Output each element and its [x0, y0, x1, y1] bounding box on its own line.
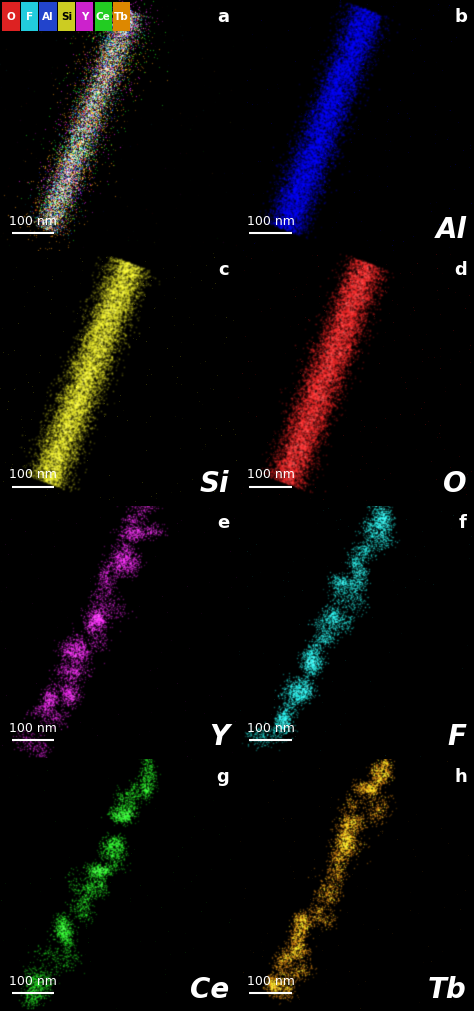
- Text: O: O: [7, 12, 15, 22]
- Text: c: c: [219, 261, 229, 279]
- FancyBboxPatch shape: [2, 2, 19, 31]
- Text: Si: Si: [200, 469, 229, 497]
- FancyBboxPatch shape: [58, 2, 75, 31]
- Text: 100 nm: 100 nm: [9, 215, 57, 227]
- FancyBboxPatch shape: [21, 2, 38, 31]
- Text: Si: Si: [61, 12, 72, 22]
- Text: 100 nm: 100 nm: [247, 215, 295, 227]
- FancyBboxPatch shape: [76, 2, 93, 31]
- FancyBboxPatch shape: [113, 2, 130, 31]
- Text: Al: Al: [42, 12, 54, 22]
- Text: g: g: [217, 766, 229, 785]
- Text: 100 nm: 100 nm: [247, 974, 295, 987]
- FancyBboxPatch shape: [39, 2, 56, 31]
- Text: 100 nm: 100 nm: [9, 974, 57, 987]
- Text: Y: Y: [209, 723, 229, 750]
- Text: b: b: [454, 7, 467, 25]
- Text: d: d: [454, 261, 467, 279]
- Text: Ce: Ce: [190, 976, 229, 1004]
- Text: 100 nm: 100 nm: [247, 721, 295, 734]
- Text: a: a: [217, 7, 229, 25]
- Text: h: h: [454, 766, 467, 785]
- Text: 100 nm: 100 nm: [247, 468, 295, 481]
- Text: Y: Y: [81, 12, 89, 22]
- FancyBboxPatch shape: [95, 2, 112, 31]
- Text: 100 nm: 100 nm: [9, 468, 57, 481]
- Text: f: f: [459, 514, 467, 532]
- Text: 100 nm: 100 nm: [9, 721, 57, 734]
- Text: F: F: [448, 723, 467, 750]
- Text: Tb: Tb: [114, 12, 129, 22]
- Text: O: O: [443, 469, 467, 497]
- Text: Al: Al: [436, 216, 467, 245]
- Text: e: e: [217, 514, 229, 532]
- Text: Ce: Ce: [96, 12, 110, 22]
- Text: Tb: Tb: [428, 976, 467, 1004]
- Text: F: F: [26, 12, 33, 22]
